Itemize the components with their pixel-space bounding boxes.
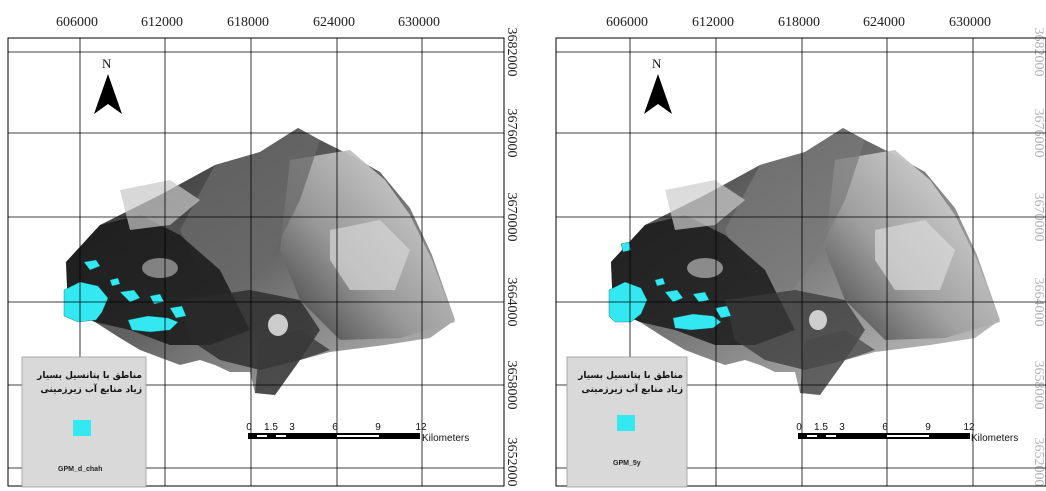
y-tick-label: 3652000 <box>504 438 519 487</box>
x-tick-label: 618000 <box>227 15 269 30</box>
x-tick-label: 606000 <box>56 15 98 30</box>
x-axis-labels: 606000 612000 618000 624000 630000 <box>606 15 991 30</box>
map-svg-right: 606000 612000 618000 624000 630000 36820… <box>555 15 1046 488</box>
y-tick-label: 3658000 <box>1031 361 1046 410</box>
legend-title-line2: زیاد منابع آب زیرزمینی <box>581 383 683 395</box>
scale-label: 12 <box>963 422 975 433</box>
legend-swatch <box>73 420 91 436</box>
x-tick-label: 630000 <box>949 15 991 30</box>
legend-title-line2: زیاد منابع آب زیرزمینی <box>40 383 142 395</box>
scale-label: 1.5 <box>264 422 278 433</box>
x-tick-label: 618000 <box>778 15 820 30</box>
x-axis-labels: 606000 612000 618000 624000 630000 <box>56 15 440 30</box>
scale-label: 0 <box>796 422 802 433</box>
legend-box: مناطق با پتانسیل بسیار زیاد منابع آب زیر… <box>566 356 688 488</box>
scale-unit: Kilometers <box>422 433 469 444</box>
scale-label: 6 <box>882 422 888 433</box>
y-tick-label: 3664000 <box>504 278 519 327</box>
legend-swatch <box>617 415 635 431</box>
scale-bar: 0 1.5 3 6 9 12 Kilometers <box>796 422 1018 444</box>
legend-title-line1: مناطق با پتانسیل بسیار <box>36 371 142 381</box>
y-tick-label: 3682000 <box>504 28 519 77</box>
y-tick-label: 3658000 <box>504 361 519 410</box>
y-axis-labels: 3682000 3676000 3670000 3664000 3658000 … <box>504 28 519 487</box>
scale-bar: 0 1.5 3 6 9 12 Kilometers <box>246 422 469 444</box>
y-tick-label: 3676000 <box>1031 109 1046 158</box>
scale-label: 0 <box>246 422 252 433</box>
y-tick-label: 3664000 <box>1031 278 1046 327</box>
x-tick-label: 612000 <box>692 15 734 30</box>
scale-label: 6 <box>332 422 338 433</box>
x-tick-label: 624000 <box>863 15 905 30</box>
scale-label: 9 <box>925 422 931 433</box>
legend-title-line1: مناطق با پتانسیل بسیار <box>577 371 683 381</box>
scale-label: 12 <box>415 422 427 433</box>
scale-label: 3 <box>839 422 845 433</box>
y-tick-label: 3682000 <box>1031 28 1046 77</box>
y-axis-labels: 3682000 3676000 3670000 3664000 3658000 … <box>1031 28 1046 487</box>
y-tick-label: 3670000 <box>1031 193 1046 242</box>
y-tick-label: 3652000 <box>1031 438 1046 487</box>
north-label: N <box>102 56 112 71</box>
x-tick-label: 624000 <box>313 15 355 30</box>
north-label: N <box>652 56 662 71</box>
legend-box: مناطق با پتانسیل بسیار زیاد منابع آب زیر… <box>21 356 147 488</box>
scale-unit: Kilometers <box>971 433 1018 444</box>
north-arrow-icon: N <box>644 56 672 114</box>
terrain-raster <box>611 128 1000 395</box>
north-arrow-icon: N <box>94 56 122 114</box>
x-tick-label: 612000 <box>141 15 183 30</box>
scale-label: 3 <box>289 422 295 433</box>
legend-layer-name: GPM_5y <box>613 460 641 467</box>
map-panel-left: 606000 612000 618000 624000 630000 36820… <box>7 15 519 488</box>
y-tick-label: 3670000 <box>504 193 519 242</box>
x-tick-label: 630000 <box>398 15 440 30</box>
scale-label: 1.5 <box>814 422 828 433</box>
map-svg-left: 606000 612000 618000 624000 630000 36820… <box>7 15 519 488</box>
map-panel-right: 606000 612000 618000 624000 630000 36820… <box>523 0 1046 491</box>
x-tick-label: 606000 <box>606 15 648 30</box>
y-tick-label: 3676000 <box>504 109 519 158</box>
scale-label: 9 <box>375 422 381 433</box>
legend-layer-name: GPM_d_chah <box>58 466 102 473</box>
